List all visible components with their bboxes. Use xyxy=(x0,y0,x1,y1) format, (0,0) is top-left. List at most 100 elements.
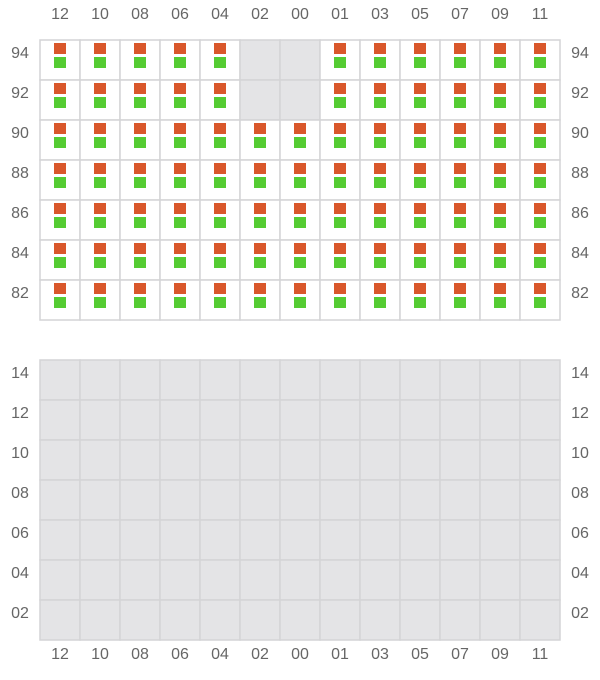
row-label: 08 xyxy=(571,485,589,502)
status-green xyxy=(134,217,146,228)
slot-empty xyxy=(479,559,521,601)
status-orange xyxy=(334,43,346,54)
slot-empty xyxy=(279,399,321,441)
status-green xyxy=(374,217,386,228)
status-green xyxy=(94,97,106,108)
row-label: 88 xyxy=(11,165,29,182)
status-green xyxy=(94,177,106,188)
status-orange xyxy=(454,283,466,294)
status-green xyxy=(414,97,426,108)
column-label: 01 xyxy=(331,6,349,23)
status-orange xyxy=(534,203,546,214)
status-orange xyxy=(54,283,66,294)
status-orange xyxy=(534,163,546,174)
status-orange xyxy=(94,123,106,134)
status-orange xyxy=(334,83,346,94)
status-green xyxy=(414,137,426,148)
status-orange xyxy=(94,203,106,214)
row-label: 84 xyxy=(571,245,589,262)
status-orange xyxy=(54,203,66,214)
status-green xyxy=(334,297,346,308)
status-green xyxy=(454,97,466,108)
row-label: 12 xyxy=(11,405,29,422)
slot-empty xyxy=(119,359,161,401)
slot-empty xyxy=(399,359,441,401)
slot-empty xyxy=(39,359,81,401)
column-label: 01 xyxy=(331,646,349,663)
status-orange xyxy=(134,163,146,174)
slot-empty xyxy=(239,399,281,441)
slot-empty xyxy=(39,519,81,561)
slot-empty xyxy=(239,519,281,561)
status-orange xyxy=(134,83,146,94)
column-label: 10 xyxy=(91,646,109,663)
status-green xyxy=(134,97,146,108)
slot-empty xyxy=(319,559,361,601)
column-label: 03 xyxy=(371,646,389,663)
row-label: 02 xyxy=(11,605,29,622)
status-green xyxy=(494,257,506,268)
status-orange xyxy=(214,83,226,94)
column-label: 07 xyxy=(451,6,469,23)
status-orange xyxy=(454,123,466,134)
status-green xyxy=(174,57,186,68)
status-orange xyxy=(454,203,466,214)
slot-empty xyxy=(479,439,521,481)
status-orange xyxy=(414,283,426,294)
status-orange xyxy=(334,283,346,294)
row-label: 90 xyxy=(571,125,589,142)
slot-empty xyxy=(119,479,161,521)
status-green xyxy=(294,137,306,148)
column-label: 12 xyxy=(51,6,69,23)
status-orange xyxy=(94,163,106,174)
status-green xyxy=(414,57,426,68)
status-orange xyxy=(374,283,386,294)
status-orange xyxy=(494,283,506,294)
slot-empty xyxy=(239,559,281,601)
slot-empty xyxy=(479,479,521,521)
status-green xyxy=(334,217,346,228)
column-label: 07 xyxy=(451,646,469,663)
status-green xyxy=(494,57,506,68)
row-label: 06 xyxy=(11,525,29,542)
status-orange xyxy=(374,203,386,214)
status-orange xyxy=(534,83,546,94)
status-green xyxy=(214,97,226,108)
slot-empty xyxy=(319,399,361,441)
slot-empty xyxy=(479,599,521,641)
status-green xyxy=(534,297,546,308)
status-green xyxy=(54,297,66,308)
status-green xyxy=(214,57,226,68)
status-orange xyxy=(214,163,226,174)
status-orange xyxy=(174,163,186,174)
status-green xyxy=(54,97,66,108)
slot-empty xyxy=(239,39,281,81)
slot-empty xyxy=(79,559,121,601)
status-orange xyxy=(94,43,106,54)
status-orange xyxy=(454,163,466,174)
row-label: 06 xyxy=(571,525,589,542)
status-green xyxy=(54,217,66,228)
slot-empty xyxy=(439,439,481,481)
column-label: 09 xyxy=(491,646,509,663)
slot-empty xyxy=(279,479,321,521)
status-orange xyxy=(254,203,266,214)
status-green xyxy=(374,297,386,308)
status-orange xyxy=(534,123,546,134)
row-label: 04 xyxy=(11,565,29,582)
status-green xyxy=(294,177,306,188)
row-label: 10 xyxy=(571,445,589,462)
column-label: 05 xyxy=(411,6,429,23)
status-green xyxy=(534,137,546,148)
status-orange xyxy=(494,163,506,174)
column-label: 08 xyxy=(131,646,149,663)
status-green xyxy=(254,217,266,228)
status-green xyxy=(134,257,146,268)
status-orange xyxy=(414,43,426,54)
slot-empty xyxy=(39,479,81,521)
row-label: 84 xyxy=(11,245,29,262)
slot-empty xyxy=(79,399,121,441)
column-label: 04 xyxy=(211,6,229,23)
row-label: 82 xyxy=(11,285,29,302)
status-orange xyxy=(414,203,426,214)
